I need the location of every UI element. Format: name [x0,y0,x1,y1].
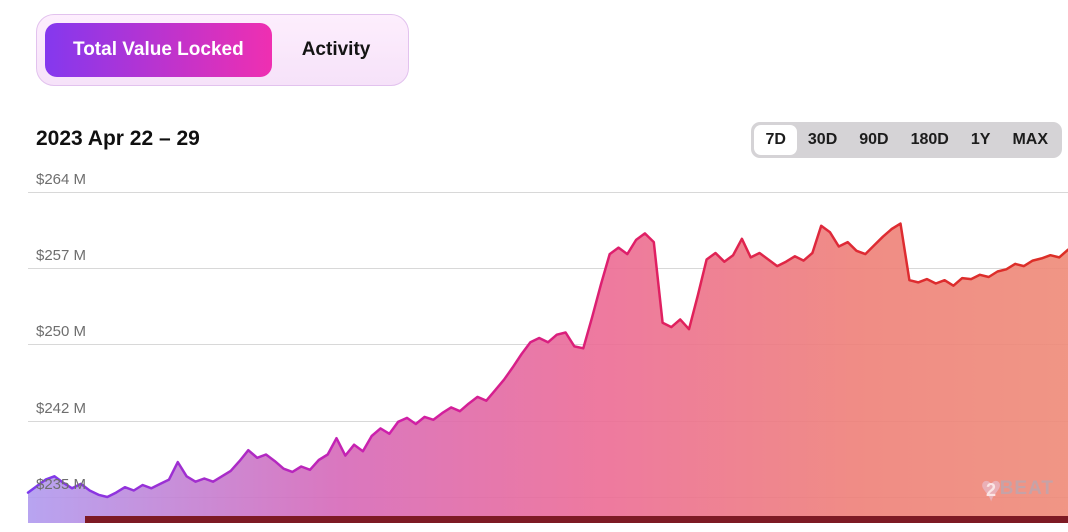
y-axis-tick-label: $257 M [36,247,87,264]
range-button-90d[interactable]: 90D [859,131,889,148]
range-button-180d[interactable]: 180D [910,131,949,148]
gridline [28,268,1068,269]
range-button-max[interactable]: MAX [1012,131,1048,148]
range-button-30d[interactable]: 30D [807,131,838,148]
watermark-beat: BEAT [999,478,1054,499]
chart-bottom-bar [85,516,1068,523]
tab-total-value-locked[interactable]: Total Value Locked [45,23,272,77]
date-range-heading: 2023 Apr 22 – 29 [36,127,200,150]
range-button-1y[interactable]: 1Y [970,131,991,148]
gridline [28,192,1068,193]
time-range-selector: 7D 30D 90D 180D 1Y MAX [751,122,1062,158]
tvl-area-chart[interactable] [0,170,1068,532]
y-axis-tick-label: $242 M [36,400,87,417]
metric-tab-switcher: Total Value Locked Activity [36,14,410,86]
tab-activity[interactable]: Activity [301,39,371,60]
y-axis-tick-label: $264 M [36,171,87,188]
watermark-2: 2 [985,480,997,501]
range-button-7d[interactable]: 7D [754,125,797,155]
y-axis-tick-label: $235 M [36,476,87,493]
heart-icon: ♥ 2 [980,468,1002,509]
l2beat-watermark: ♥ 2 BEAT [980,468,1054,509]
y-axis-tick-label: $250 M [36,323,87,340]
